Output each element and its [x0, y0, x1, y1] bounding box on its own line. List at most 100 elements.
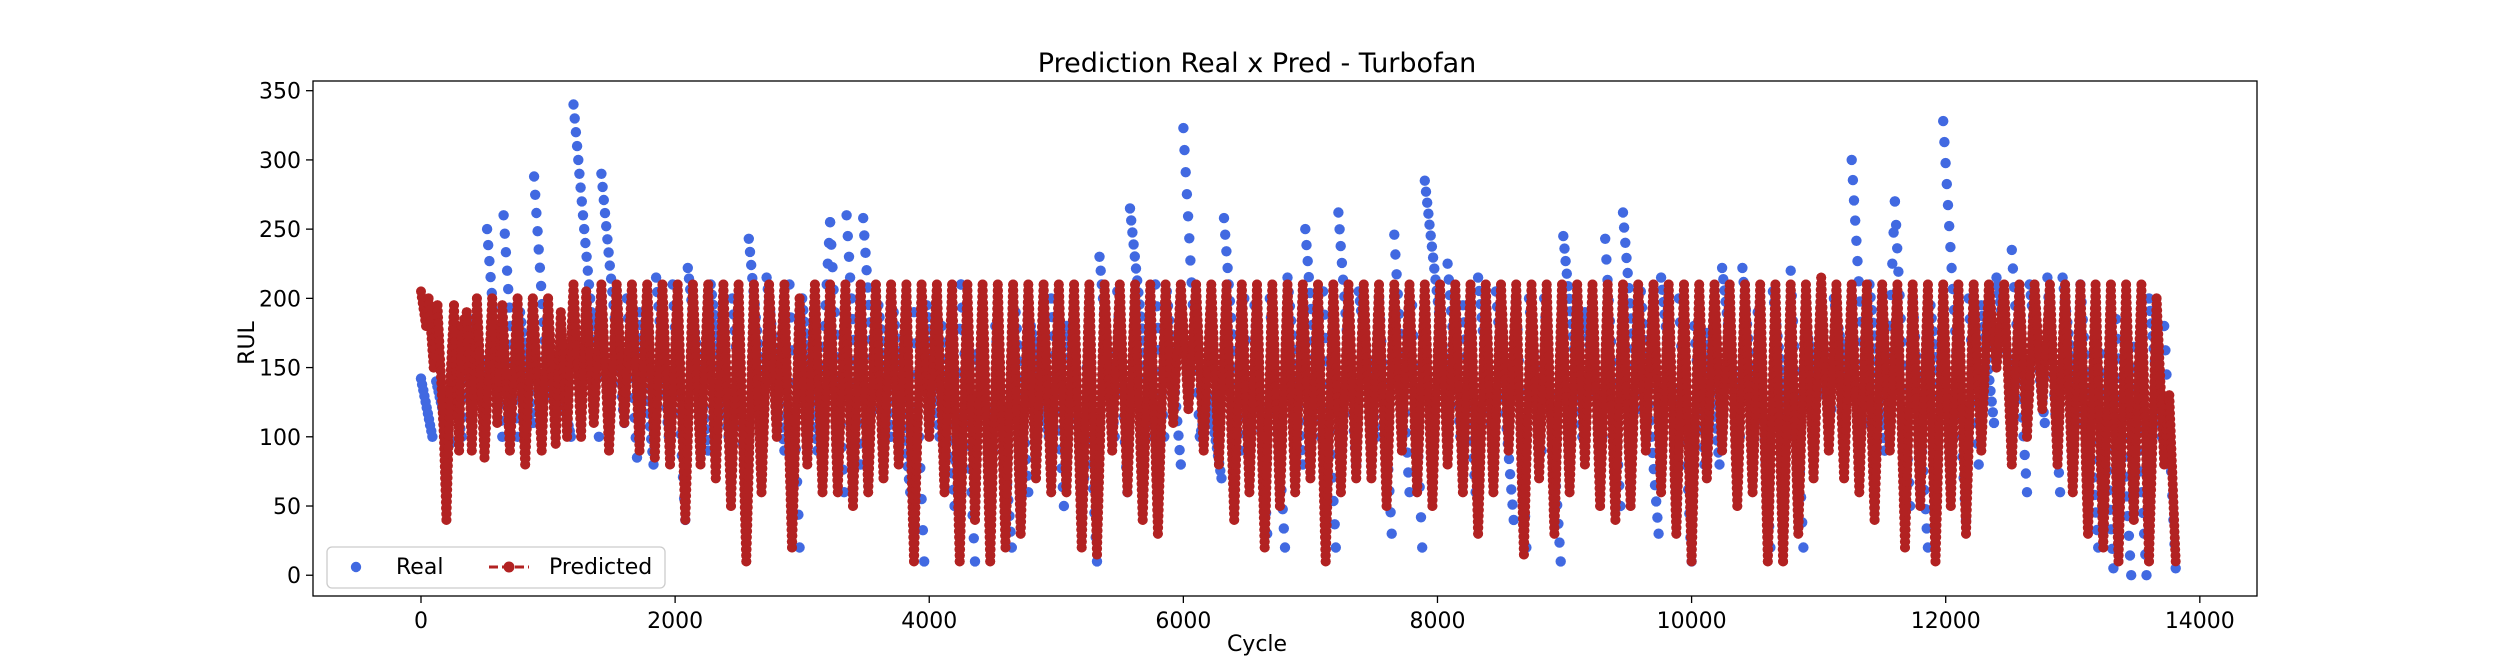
- real-point: [743, 233, 754, 244]
- real-point: [917, 525, 929, 536]
- real-point: [481, 223, 493, 235]
- plot-area: [415, 99, 2181, 581]
- real-point: [531, 207, 542, 219]
- real-point: [1555, 556, 1566, 567]
- real-point: [824, 217, 836, 228]
- real-point: [2006, 244, 2018, 256]
- real-point: [1333, 207, 1344, 218]
- real-point: [1561, 268, 1573, 279]
- real-point: [599, 207, 611, 219]
- real-point: [1179, 144, 1190, 156]
- real-point: [1335, 240, 1346, 252]
- real-point: [1178, 122, 1189, 134]
- real-point: [1988, 417, 2000, 429]
- real-point: [1181, 189, 1193, 200]
- real-point: [1174, 444, 1185, 456]
- real-point: [1559, 243, 1570, 254]
- real-point: [427, 431, 438, 442]
- real-point: [579, 223, 590, 235]
- real-point: [843, 251, 855, 262]
- real-point: [1300, 223, 1311, 235]
- real-point: [1175, 459, 1187, 470]
- real-point: [1991, 272, 2002, 283]
- real-point: [1336, 257, 1348, 269]
- real-point: [969, 556, 981, 567]
- real-point: [577, 210, 589, 221]
- real-point: [794, 542, 805, 553]
- real-point: [1390, 249, 1401, 260]
- real-point: [503, 283, 514, 295]
- real-point: [1504, 469, 1516, 480]
- real-point: [483, 239, 494, 251]
- real-point: [1508, 514, 1519, 526]
- real-point: [1427, 252, 1439, 263]
- real-point: [1403, 467, 1414, 478]
- real-point: [826, 239, 837, 250]
- real-point: [1182, 211, 1194, 222]
- real-point: [1506, 484, 1517, 495]
- real-point: [604, 260, 615, 271]
- real-point: [2054, 487, 2066, 498]
- real-point: [1716, 262, 1728, 274]
- real-point: [1127, 227, 1138, 238]
- real-point: [842, 230, 853, 242]
- real-point: [501, 265, 513, 276]
- real-point: [1184, 233, 1195, 244]
- real-point: [568, 99, 579, 110]
- real-point: [598, 194, 609, 206]
- real-point: [1618, 222, 1630, 233]
- real-point: [2126, 570, 2137, 581]
- real-point: [484, 255, 495, 267]
- real-point: [1279, 542, 1291, 553]
- real-point: [1330, 542, 1342, 553]
- real-point: [2170, 563, 2181, 574]
- real-point: [1507, 499, 1518, 510]
- real-point: [1503, 453, 1515, 465]
- real-point: [597, 181, 608, 193]
- real-point: [859, 230, 870, 241]
- real-point: [1944, 220, 1955, 232]
- real-point: [1889, 196, 1901, 207]
- real-point: [1423, 208, 1434, 219]
- real-point: [1852, 255, 1863, 267]
- real-point: [1850, 215, 1861, 226]
- real-point: [1653, 528, 1664, 539]
- real-point: [2053, 467, 2065, 478]
- real-point: [1940, 157, 1951, 169]
- real-point: [601, 221, 612, 232]
- real-point: [573, 154, 584, 166]
- real-point: [1429, 263, 1440, 274]
- real-point: [2021, 487, 2033, 498]
- real-point: [498, 210, 509, 221]
- real-point: [1094, 251, 1105, 262]
- real-point: [1946, 262, 1957, 274]
- real-point: [1973, 459, 1984, 470]
- real-point: [1424, 219, 1435, 230]
- real-point: [534, 262, 546, 273]
- real-point: [571, 140, 583, 152]
- real-point: [1124, 203, 1136, 214]
- real-point: [861, 265, 872, 276]
- real-point: [1620, 237, 1631, 248]
- real-point: [1945, 241, 1956, 253]
- real-point: [1651, 496, 1662, 507]
- real-point: [582, 265, 593, 276]
- real-point: [1714, 459, 1725, 470]
- real-point: [1600, 233, 1611, 244]
- real-point: [1798, 542, 1809, 553]
- series-predicted: [416, 272, 2181, 567]
- real-point: [576, 196, 587, 207]
- real-point: [593, 431, 605, 442]
- real-point: [1185, 255, 1196, 266]
- real-point: [535, 280, 547, 292]
- real-point: [2020, 468, 2032, 479]
- real-point: [1655, 272, 1667, 283]
- real-point: [1058, 500, 1070, 512]
- real-point: [1472, 272, 1484, 283]
- real-point: [1442, 258, 1453, 269]
- real-point: [1848, 195, 1860, 206]
- real-point: [1846, 154, 1857, 166]
- real-point: [569, 113, 580, 124]
- real-point: [1419, 175, 1431, 186]
- real-point: [533, 244, 544, 255]
